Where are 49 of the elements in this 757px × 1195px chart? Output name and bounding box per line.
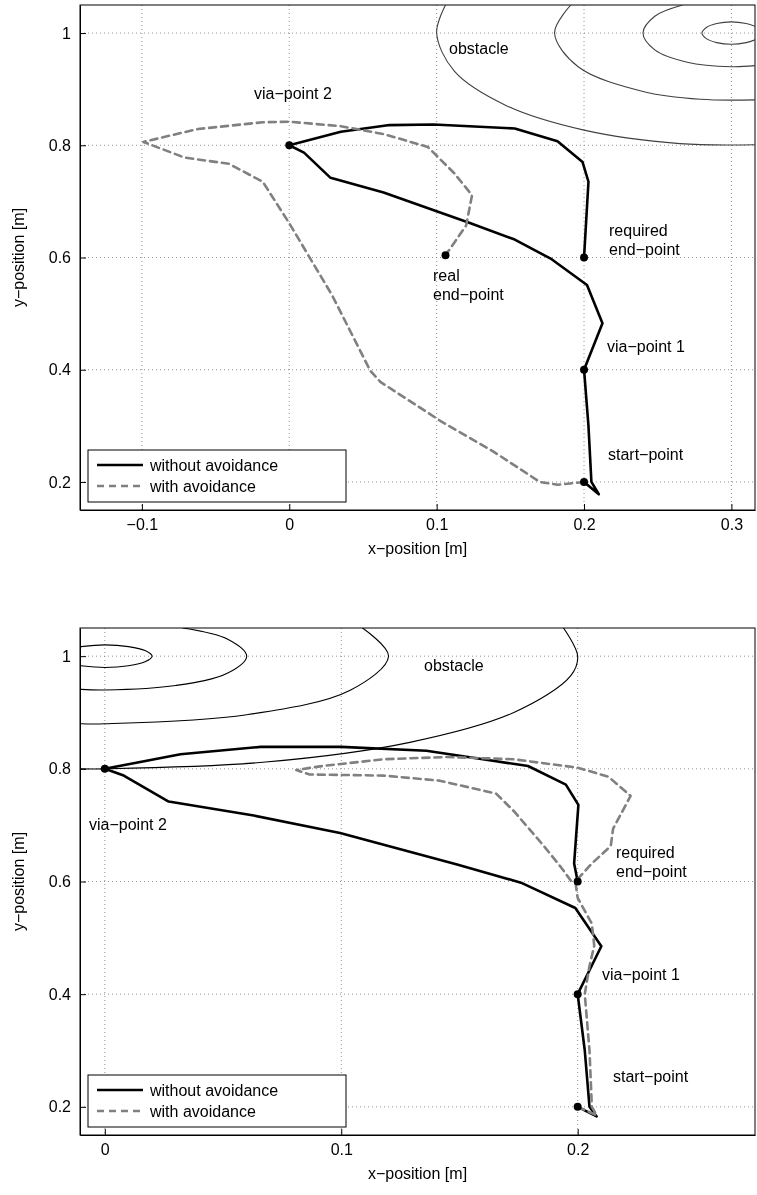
y-tick-label: 0.4 <box>48 985 72 1003</box>
line-series <box>436 5 755 146</box>
annotation: via−point 1 <box>607 338 685 355</box>
annotation: via−point 2 <box>254 85 332 102</box>
x-tick-label: 0.2 <box>567 1141 590 1159</box>
line-series <box>554 5 755 101</box>
y-tick-label: 0.8 <box>48 136 72 154</box>
y-tick-label: 0.4 <box>48 361 72 379</box>
annotation: via−point 1 <box>602 966 680 983</box>
point <box>285 141 294 150</box>
point <box>573 1102 582 1111</box>
annotation: via−point 2 <box>89 816 167 833</box>
y-tick-label: 0.6 <box>48 873 72 891</box>
y-tick-label: 0.8 <box>48 760 72 778</box>
point <box>580 253 589 262</box>
x-tick-label: 0 <box>285 516 295 534</box>
point <box>580 477 589 486</box>
x-axis-title: x−position [m] <box>367 540 468 557</box>
y-tick-label: 1 <box>62 647 72 665</box>
y-axis-title: y−position [m] <box>10 831 27 932</box>
y-tick-label: 0.6 <box>48 249 72 267</box>
annotation: start−point <box>613 1068 689 1085</box>
point <box>573 877 582 886</box>
y-axis-title: y−position [m] <box>10 207 27 308</box>
point <box>573 990 582 999</box>
y-tick-label: 0.2 <box>48 473 72 491</box>
x-tick-label: −0.1 <box>126 516 159 534</box>
x-axis-title: x−position [m] <box>367 1165 468 1182</box>
annotation: required end−point <box>616 844 688 880</box>
x-tick-label: 0.3 <box>720 516 744 534</box>
legend-label: with avoidance <box>149 478 256 495</box>
line-series <box>642 5 755 68</box>
line-series <box>701 21 755 45</box>
x-tick-label: 0 <box>100 1141 110 1159</box>
annotation: real end−point <box>433 267 505 303</box>
x-tick-label: 0.1 <box>426 516 449 534</box>
annotation: obstacle <box>449 40 509 57</box>
x-tick-label: 0.1 <box>330 1141 353 1159</box>
x-tick-label: 0.2 <box>573 516 596 534</box>
y-tick-label: 0.2 <box>48 1098 72 1116</box>
point <box>441 251 450 260</box>
y-tick-label: 1 <box>62 24 72 42</box>
annotation: required end−point <box>609 222 681 258</box>
point <box>580 365 589 374</box>
annotation: start−point <box>608 446 684 463</box>
annotation: obstacle <box>424 657 484 674</box>
legend-label: without avoidance <box>149 457 279 474</box>
legend-label: without avoidance <box>149 1082 279 1099</box>
legend-label: with avoidance <box>149 1103 256 1120</box>
